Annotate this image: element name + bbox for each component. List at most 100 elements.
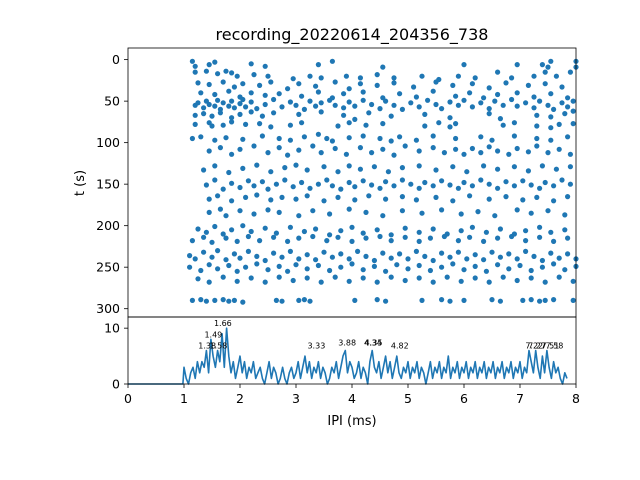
data-point — [453, 146, 459, 152]
peak-annotation: 7.27 — [528, 342, 546, 351]
peak-annotation: 4.34 — [364, 339, 382, 348]
data-point — [245, 233, 251, 240]
data-point — [391, 80, 397, 86]
data-point — [455, 102, 461, 108]
data-point — [321, 164, 327, 170]
data-point — [259, 133, 265, 139]
data-point — [212, 177, 218, 183]
data-point — [411, 84, 417, 90]
data-point — [559, 177, 565, 183]
data-point — [461, 297, 467, 303]
data-point — [542, 297, 548, 303]
data-point — [315, 62, 321, 68]
data-point — [402, 277, 408, 284]
data-point — [268, 79, 274, 85]
data-point — [453, 93, 459, 99]
data-point — [545, 64, 551, 70]
data-point — [318, 75, 324, 81]
data-point — [489, 249, 495, 255]
data-point — [299, 120, 305, 126]
data-point — [528, 210, 534, 216]
data-point — [265, 186, 271, 192]
data-point — [352, 184, 358, 190]
data-point — [486, 181, 492, 187]
data-point — [380, 64, 386, 70]
y-tick-label: 0 — [112, 52, 120, 67]
data-point — [405, 266, 411, 272]
data-point — [262, 279, 268, 285]
data-point — [542, 279, 548, 285]
data-point — [343, 73, 349, 79]
data-point — [458, 211, 464, 217]
data-point — [220, 186, 226, 192]
data-point — [329, 138, 335, 144]
data-point — [570, 278, 576, 284]
data-point — [539, 163, 546, 169]
data-point — [262, 92, 268, 98]
data-point — [528, 182, 534, 188]
data-point — [495, 185, 501, 191]
data-point — [276, 135, 282, 142]
data-point — [203, 68, 209, 74]
data-point — [523, 100, 529, 106]
data-point — [240, 96, 246, 103]
data-point — [279, 104, 285, 110]
data-point — [567, 69, 574, 75]
data-point — [243, 264, 249, 270]
data-point — [439, 207, 445, 213]
data-point — [237, 111, 243, 117]
data-point — [422, 253, 428, 259]
data-point — [327, 267, 333, 274]
data-point — [329, 58, 335, 64]
data-point — [562, 227, 568, 233]
data-point — [464, 169, 470, 175]
peak-annotation: 7.22 — [525, 342, 543, 351]
data-point — [254, 162, 260, 168]
data-point — [296, 81, 302, 87]
data-point — [374, 279, 380, 285]
data-point — [352, 116, 358, 122]
data-point — [528, 267, 534, 274]
data-point — [299, 93, 305, 99]
data-point — [209, 123, 215, 129]
data-point — [203, 298, 209, 304]
data-point — [430, 145, 436, 151]
data-point — [402, 234, 408, 240]
data-point — [287, 122, 293, 128]
data-point — [539, 62, 546, 68]
data-point — [357, 75, 363, 81]
data-point — [562, 212, 568, 218]
data-point — [301, 228, 307, 235]
data-point — [447, 99, 453, 105]
data-point — [567, 151, 574, 157]
data-point — [565, 134, 571, 140]
data-point — [430, 88, 436, 94]
data-point — [220, 231, 226, 237]
data-point — [206, 279, 212, 285]
data-point — [472, 75, 478, 81]
data-point — [315, 181, 321, 187]
data-point — [240, 223, 246, 229]
data-point — [472, 263, 478, 269]
data-point — [528, 275, 534, 281]
data-point — [192, 121, 198, 127]
data-point — [318, 150, 324, 156]
data-point — [545, 150, 551, 156]
data-point — [346, 99, 352, 105]
data-point — [416, 275, 422, 281]
data-point — [268, 197, 274, 203]
data-point — [237, 255, 243, 261]
data-point — [231, 251, 237, 257]
data-point — [413, 137, 419, 143]
data-point — [287, 99, 293, 105]
data-point — [363, 235, 369, 241]
data-point — [195, 100, 201, 106]
data-point — [439, 106, 445, 112]
data-point — [310, 233, 316, 240]
data-point — [444, 274, 450, 280]
data-point — [495, 91, 501, 98]
data-point — [388, 138, 394, 144]
data-point — [388, 232, 394, 238]
data-point — [436, 120, 442, 126]
data-point — [226, 88, 232, 94]
